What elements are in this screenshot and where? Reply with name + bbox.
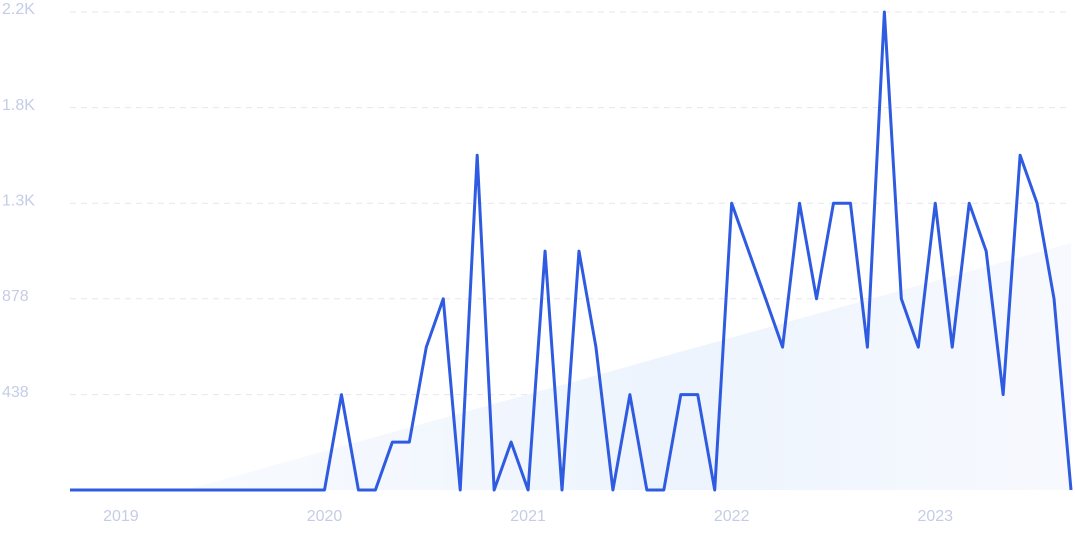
y-tick-label: 878 [2,288,29,305]
x-tick-label: 2021 [510,508,546,525]
y-tick-label: 1.3K [2,192,35,209]
y-tick-label: 438 [2,384,29,401]
x-tick-label: 2019 [103,508,139,525]
x-tick-label: 2023 [917,508,953,525]
y-tick-label: 1.8K [2,97,35,114]
y-tick-label: 2.2K [2,1,35,18]
x-tick-label: 2022 [714,508,750,525]
line-series [70,10,1073,492]
x-tick-label: 2020 [307,508,343,525]
trend-area [70,243,1071,490]
